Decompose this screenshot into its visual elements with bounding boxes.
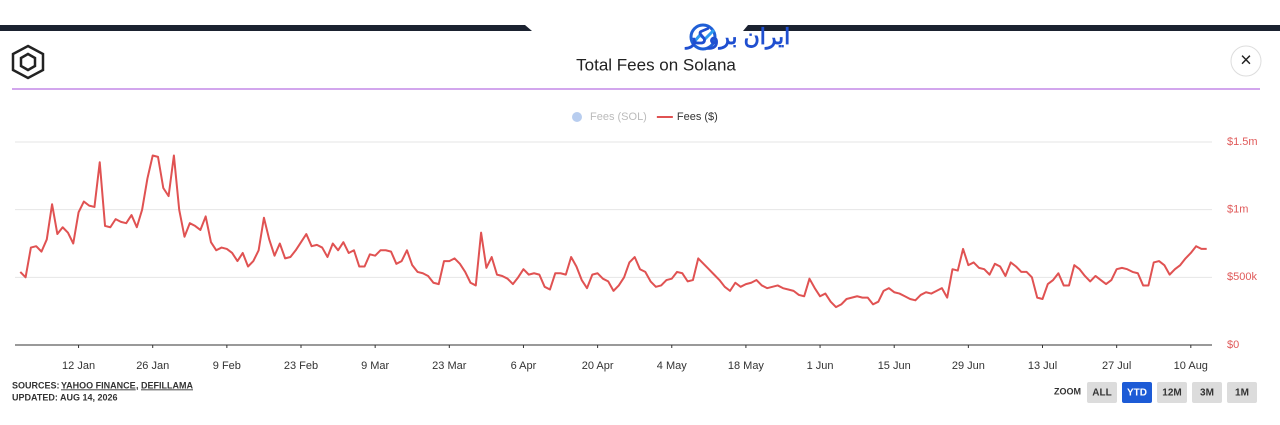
x-tick-label: 1 Jun [807, 360, 834, 372]
sources-label: SOURCES: [12, 380, 60, 390]
zoom-button-label[interactable]: YTD [1127, 388, 1147, 399]
x-tick-label: 10 Aug [1174, 360, 1208, 372]
x-tick-label: 29 Jun [952, 360, 985, 372]
logo-icon [689, 23, 717, 51]
close-button[interactable] [1230, 45, 1262, 77]
chart-title: Total Fees on Solana [576, 55, 736, 74]
source-link[interactable]: DEFILLAMA [141, 380, 193, 390]
source-link[interactable]: YAHOO FINANCE [61, 380, 136, 390]
x-tick-label: 18 May [728, 360, 765, 372]
zoom-button-label[interactable]: ALL [1092, 388, 1111, 399]
x-tick-label: 26 Jan [136, 360, 169, 372]
app-icon [11, 44, 45, 80]
data-line [19, 154, 1207, 309]
y-tick-label: $1.5m [1227, 136, 1258, 148]
x-tick-label: 13 Jul [1028, 360, 1057, 372]
zoom-button[interactable] [1157, 382, 1187, 403]
y-tick-label: $1m [1227, 204, 1248, 216]
x-tick-label: 23 Mar [432, 360, 467, 372]
separator: , [136, 380, 139, 390]
x-tick-label: 12 Jan [62, 360, 95, 372]
x-tick-label: 20 Apr [582, 360, 614, 372]
zoom-button-label[interactable]: 3M [1200, 388, 1214, 399]
updated: UPDATED: AUG 14, 2026 [12, 392, 118, 402]
legend-label: Fees (SOL) [590, 111, 647, 123]
x-tick-label: 27 Jul [1102, 360, 1131, 372]
x-tick-label: 15 Jun [878, 360, 911, 372]
x-tick-label: 9 Mar [361, 360, 389, 372]
zoom-button[interactable] [1122, 382, 1152, 403]
y-tick-label: $0 [1227, 339, 1239, 351]
zoom-button-label[interactable]: 1M [1235, 388, 1249, 399]
y-tick-label: $500k [1227, 271, 1257, 283]
x-tick-label: 6 Apr [511, 360, 537, 372]
zoom-button-label[interactable]: 12M [1162, 388, 1181, 399]
top-bar [743, 25, 1280, 31]
zoom-label: ZOOM [1054, 386, 1081, 396]
close-icon[interactable]: × [1240, 49, 1252, 71]
logo-text: ایران بروکر [684, 24, 790, 50]
legend-label: Fees ($) [677, 111, 718, 123]
zoom-button[interactable] [1192, 382, 1222, 403]
top-bar [0, 25, 532, 31]
zoom-button[interactable] [1087, 382, 1117, 403]
zoom-button[interactable] [1227, 382, 1257, 403]
x-tick-label: 23 Feb [284, 360, 318, 372]
x-tick-label: 4 May [657, 360, 687, 372]
legend-marker [572, 112, 582, 122]
x-tick-label: 9 Feb [213, 360, 241, 372]
